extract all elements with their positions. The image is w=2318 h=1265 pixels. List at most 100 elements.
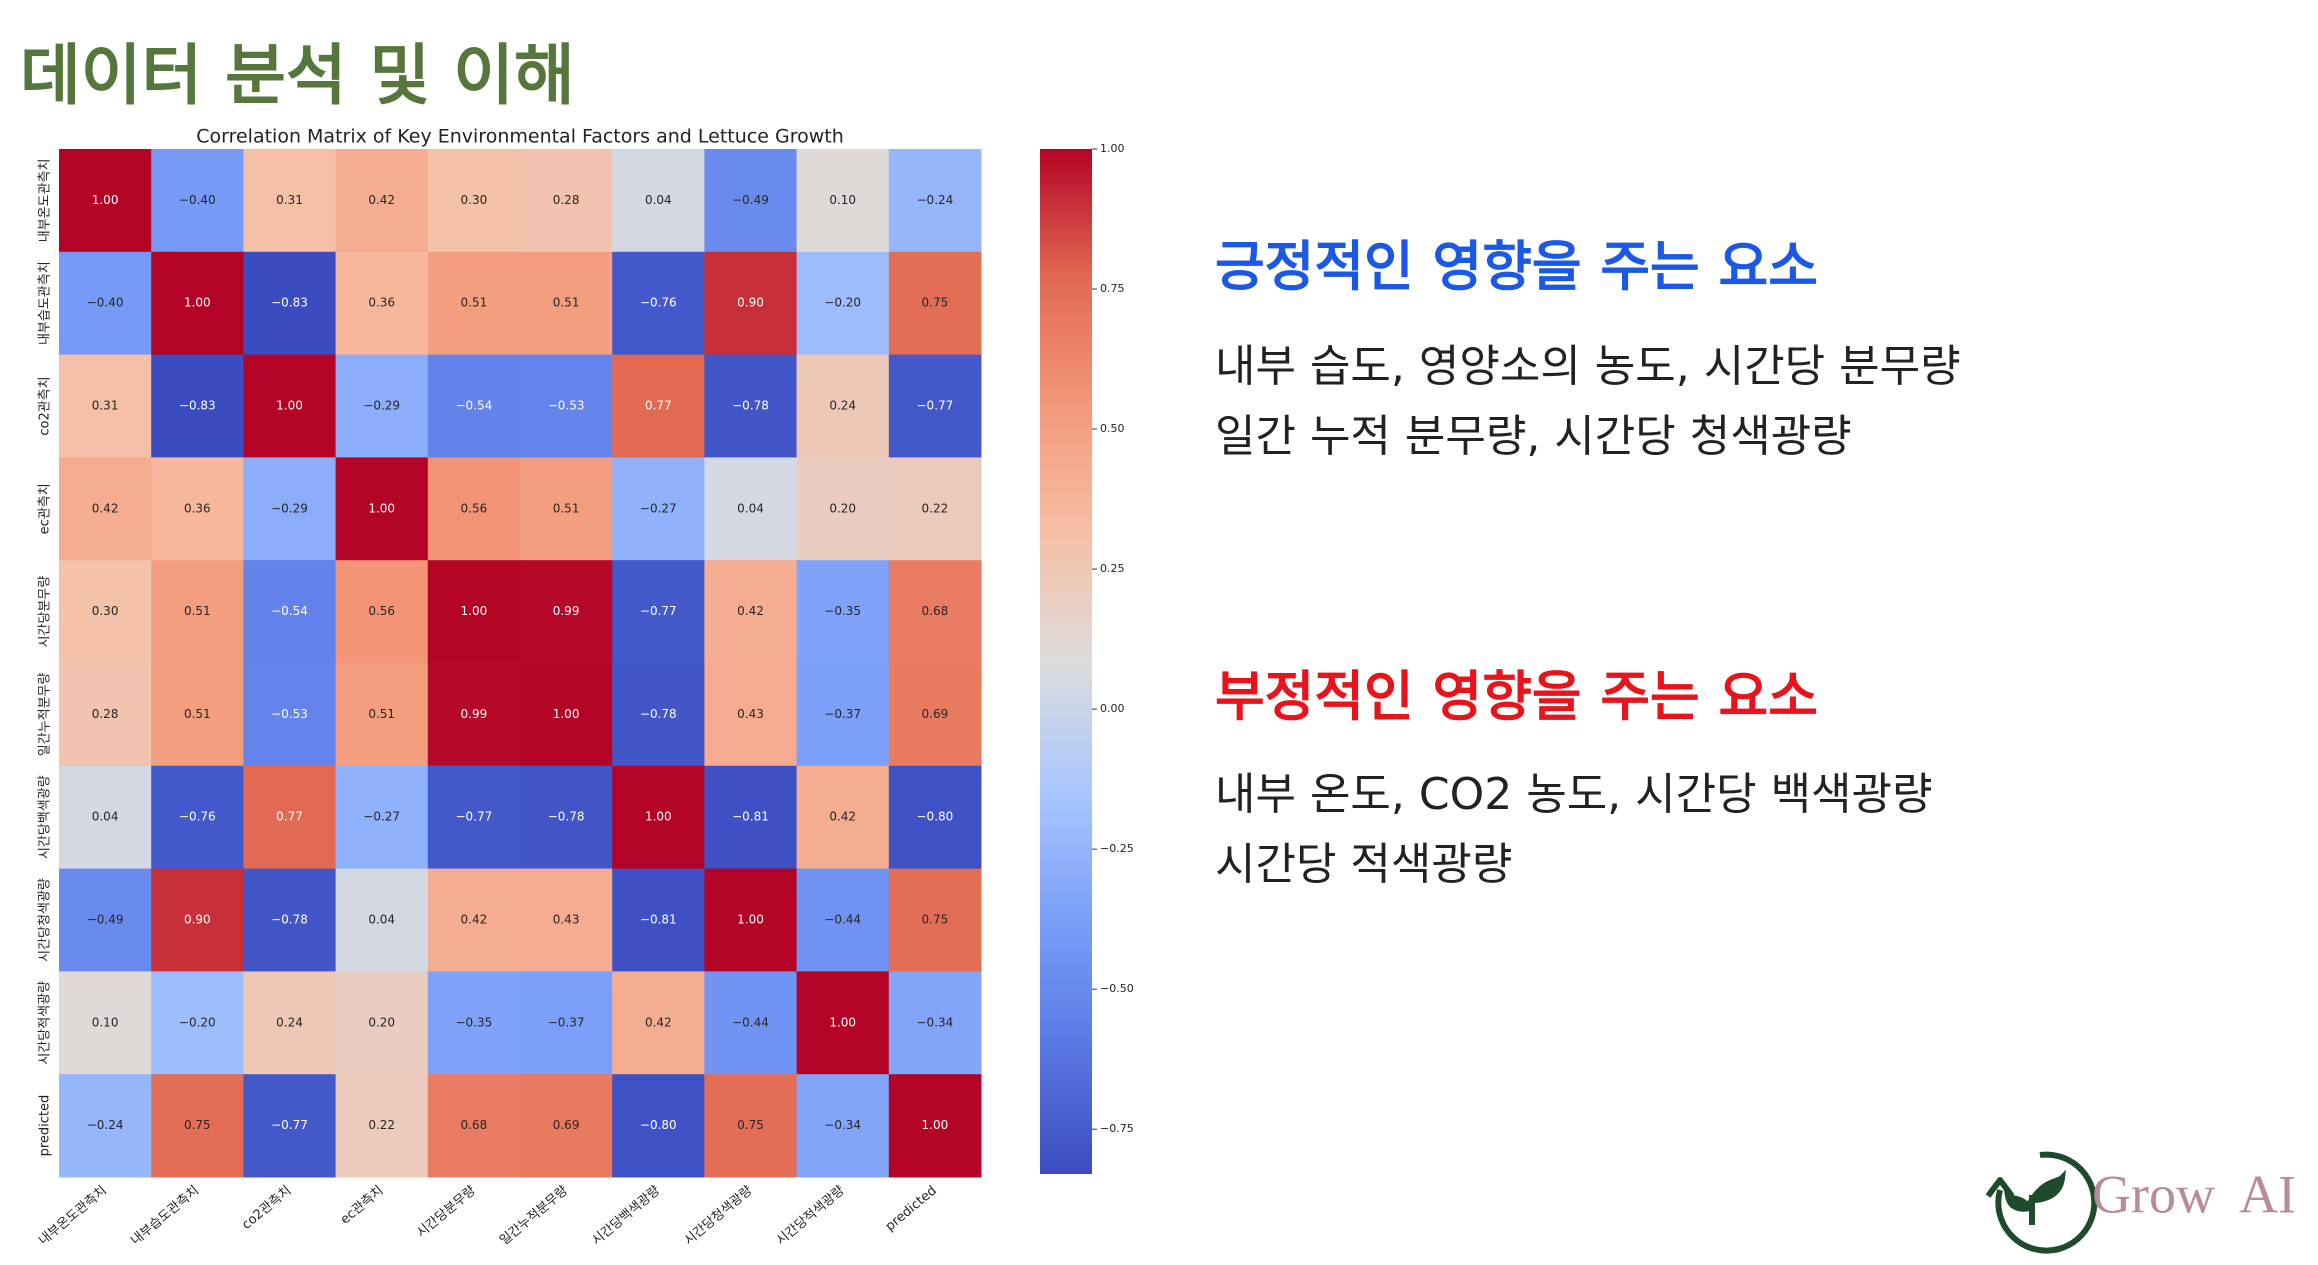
cell-label: −0.81: [640, 913, 677, 927]
heatmap-cell: [612, 354, 705, 458]
cell-label: 0.75: [922, 913, 949, 927]
heatmap-cell: [796, 1074, 890, 1178]
logo-text: Grow AI: [2092, 1164, 2296, 1224]
heatmap-cell: [427, 149, 521, 253]
cell-label: 0.43: [737, 707, 764, 721]
heatmap-cell: [151, 560, 244, 664]
heatmap-cell: [704, 765, 798, 870]
cell-label: 0.42: [829, 810, 856, 824]
slide-title: 데이터 분석 및 이해: [20, 37, 575, 114]
heatmap-cell: [151, 251, 244, 356]
heatmap-cell: [796, 354, 890, 458]
heatmap-cell: [612, 457, 705, 561]
cell-label: 0.42: [92, 501, 119, 515]
cell-label: −0.27: [640, 501, 677, 515]
heatmap-cell: [427, 868, 521, 972]
cell-label: 1.00: [92, 193, 119, 207]
colorbar: [1040, 149, 1092, 1174]
heatmap-cell: [520, 560, 613, 664]
cell-label: 0.43: [553, 913, 580, 927]
positive-line: 일간 누적 분무량, 시간당 청색광량: [1215, 411, 1852, 462]
cell-label: 1.00: [461, 604, 488, 618]
y-tick-label: co2관측치: [38, 376, 53, 435]
heatmap-cell: [888, 765, 982, 870]
cell-label: −0.44: [732, 1015, 769, 1029]
heatmap-cell: [612, 868, 705, 972]
heatmap-cell: [427, 971, 521, 1075]
heatmap-cell: [520, 251, 613, 356]
heatmap-cell: [59, 251, 152, 356]
cell-label: −0.78: [548, 810, 585, 824]
cell-label: 0.51: [553, 296, 580, 310]
heatmap-cell: [888, 663, 982, 767]
heatmap-cell: [796, 971, 890, 1075]
cell-label: 0.36: [368, 296, 395, 310]
cell-label: 1.00: [184, 296, 211, 310]
heatmap-cell: [704, 1074, 798, 1178]
cell-label: −0.40: [87, 296, 124, 310]
cell-label: −0.54: [456, 399, 493, 413]
heatmap-cell: [520, 1074, 613, 1178]
y-tick-label: ec관측치: [38, 483, 53, 534]
positive-line: 내부 습도, 영양소의 농도, 시간당 분무량: [1215, 341, 1961, 392]
heatmap-cell: [704, 560, 798, 664]
heatmap-cell: [520, 868, 613, 972]
cell-label: −0.34: [824, 1118, 861, 1132]
cell-label: −0.37: [824, 707, 861, 721]
cell-label: 0.77: [645, 399, 672, 413]
cell-label: 0.30: [461, 193, 488, 207]
cell-label: −0.37: [548, 1015, 585, 1029]
heatmap-cell: [888, 354, 982, 458]
cell-label: 0.42: [645, 1015, 672, 1029]
heatmap-cell: [59, 765, 152, 870]
heatmap-cell: [243, 971, 337, 1075]
cell-label: 0.99: [553, 604, 580, 618]
heatmap-cell: [520, 663, 613, 767]
cell-label: −0.20: [824, 296, 861, 310]
cell-label: 1.00: [829, 1015, 856, 1029]
heatmap-cell: [151, 765, 244, 870]
heatmap-cell: [704, 971, 798, 1075]
heatmap-cell: [243, 663, 337, 767]
cell-label: 0.42: [368, 193, 395, 207]
heatmap-cell: [151, 457, 244, 561]
cell-label: −0.34: [917, 1015, 954, 1029]
cell-label: −0.54: [271, 604, 308, 618]
heatmap-cell: [59, 560, 152, 664]
cell-label: 0.04: [645, 193, 672, 207]
cell-label: −0.49: [732, 193, 769, 207]
cell-label: 0.04: [368, 913, 395, 927]
cell-label: 0.10: [92, 1015, 119, 1029]
heatmap-cell: [704, 149, 798, 253]
negative-line: 시간당 적색광량: [1215, 839, 1513, 890]
cell-label: −0.80: [917, 810, 954, 824]
cell-label: −0.29: [363, 399, 400, 413]
cell-label: 0.10: [829, 193, 856, 207]
heatmap-cell: [796, 560, 890, 664]
cell-label: 0.42: [737, 604, 764, 618]
cell-label: 0.75: [184, 1118, 211, 1132]
heatmap-cell: [427, 354, 521, 458]
heatmap-cell: [612, 765, 705, 870]
cell-label: −0.35: [824, 604, 861, 618]
cell-label: −0.78: [640, 707, 677, 721]
cell-label: 0.31: [276, 193, 303, 207]
heatmap-cell: [704, 457, 798, 561]
cell-label: −0.24: [917, 193, 954, 207]
heatmap-cell: [243, 765, 337, 870]
cell-label: 0.56: [461, 501, 488, 515]
heatmap-cell: [243, 457, 337, 561]
cell-label: −0.77: [917, 399, 954, 413]
cell-label: 0.42: [461, 913, 488, 927]
cell-label: −0.20: [179, 1015, 216, 1029]
cell-label: 0.90: [184, 913, 211, 927]
cell-label: 1.00: [645, 810, 672, 824]
heatmap-cell: [335, 765, 429, 870]
heatmap-cell: [151, 1074, 244, 1178]
colorbar-tick-label: 0.00: [1100, 702, 1125, 715]
heatmap-cell: [59, 1074, 152, 1178]
colorbar-tick-label: 0.25: [1100, 562, 1125, 575]
heatmap-cell: [796, 457, 890, 561]
heatmap-cell: [243, 1074, 337, 1178]
